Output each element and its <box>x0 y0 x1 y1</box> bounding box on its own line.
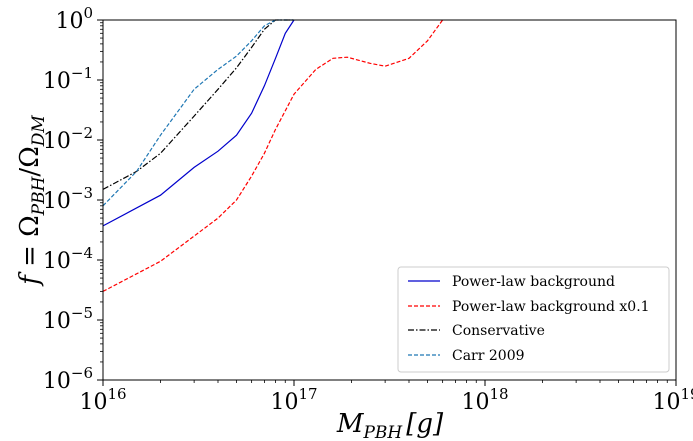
series-line-0 <box>102 19 295 227</box>
x-axis-label-sub: PBH <box>362 423 403 441</box>
legend-label-power-law-x0.1: Power-law background x0.1 <box>452 299 650 315</box>
y-axis-label-sub1: PBH <box>29 175 49 216</box>
y-tick-label-5: 10−1 <box>43 64 93 94</box>
legend-box <box>397 266 670 373</box>
y-tick-label-1: 10−5 <box>43 304 93 334</box>
x-axis-label: MPBH [g] <box>336 409 444 441</box>
y-tick-label-6: 100 <box>55 4 93 34</box>
y-axis-label-eq: = Ω <box>15 215 45 275</box>
x-tick-label-3: 1019 <box>652 385 693 415</box>
y-tick-label-3: 10−3 <box>43 184 93 214</box>
y-tick-label-4: 10−2 <box>43 124 93 154</box>
tick-layer: 1016 1017 1018 1019 10−6 10−5 10−4 10−3 10−2 10−1… <box>43 4 693 415</box>
y-axis-label-sub2: DM <box>29 115 49 148</box>
x-tick-label-1: 1017 <box>270 385 317 415</box>
x-tick-label-0: 1016 <box>79 385 126 415</box>
y-tick-label-2: 10−4 <box>43 244 93 274</box>
series-layer <box>102 19 444 292</box>
x-axis-label-main: M <box>336 409 365 439</box>
series-line-3 <box>102 19 294 207</box>
y-axis-label: f = ΩPBH/ΩDM <box>15 115 49 287</box>
legend-label-power-law: Power-law background <box>452 274 615 290</box>
y-axis-label-slash: /Ω <box>15 146 45 176</box>
legend-label-conservative: Conservative <box>452 323 545 339</box>
legend-label-carr-2009: Carr 2009 <box>452 348 525 364</box>
x-tick-label-2: 1018 <box>461 385 508 415</box>
x-axis-label-rest: [g] <box>406 409 444 439</box>
legend: Power-law background Power-law backgroun… <box>397 266 670 373</box>
y-tick-label-0: 10−6 <box>43 364 93 394</box>
series-line-1 <box>102 19 444 292</box>
